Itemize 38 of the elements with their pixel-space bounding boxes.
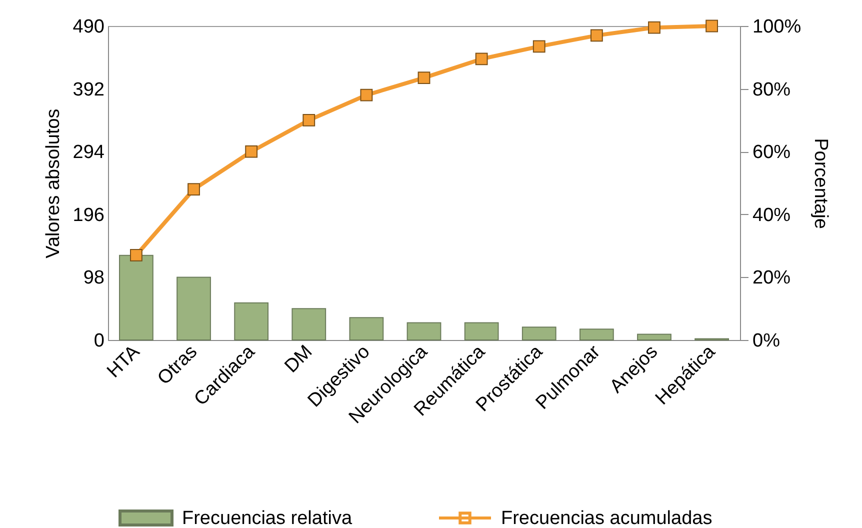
bar [406,322,442,340]
point [475,52,488,66]
y-tick-label: 392 [72,79,104,100]
point [590,29,603,42]
y-tick-label: 490 [72,16,104,38]
bar [176,276,211,340]
legend-label: Frecuencias acumuladas [501,508,712,528]
bar [349,317,384,340]
y2-tick-label: 20% [752,268,791,289]
bar [579,328,614,340]
bar [522,326,556,340]
bar [234,302,269,340]
y2-tick-label: 40% [752,204,791,226]
point [130,249,142,262]
x-tick-label: HTA [103,341,144,382]
bar [292,308,326,340]
point [188,183,200,196]
y2-axis-title: Porcentaje [810,138,832,229]
point [360,88,373,102]
y-tick-label: 98 [83,268,104,289]
point [532,40,546,53]
y2-tick-label: 60% [752,142,791,164]
y-tick-label: 294 [72,142,105,164]
legend-label: Frecuencias relativa [182,508,352,528]
bar [637,334,672,340]
bar [119,254,154,340]
y2-tick-label: 80% [752,79,791,100]
y-tick-label: 196 [72,204,104,226]
point [418,72,430,84]
y2-tick-label: 0% [752,330,780,352]
point [302,114,316,126]
bar [464,322,499,340]
point [245,145,258,158]
y-tick-label: 0 [94,330,104,352]
point [648,21,660,34]
y-axis-title: Valores absolutos [42,108,64,258]
y2-tick-label: 100% [752,16,802,38]
point [706,20,718,32]
